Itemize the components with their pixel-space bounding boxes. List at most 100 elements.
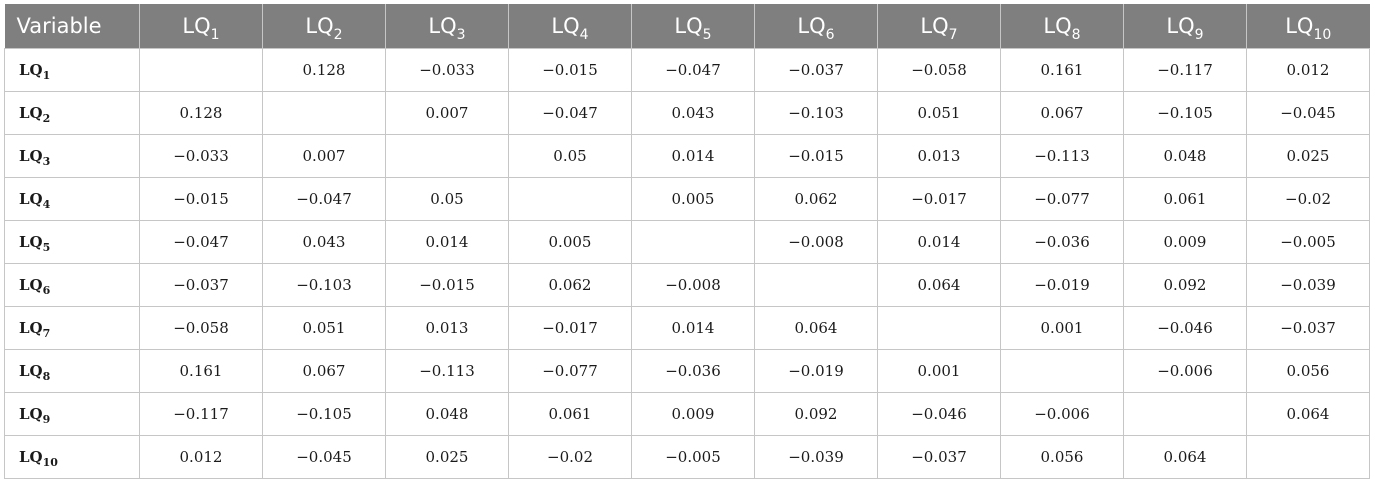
table-cell: 0.005 <box>631 177 755 221</box>
table-cell: −0.036 <box>631 349 755 393</box>
table-cell: −0.039 <box>1246 263 1370 307</box>
table-cell: 0.025 <box>385 435 509 479</box>
row-header-lq6: LQ6 <box>4 263 140 307</box>
table-cell <box>262 91 386 135</box>
row-label-subscript: 3 <box>42 155 51 168</box>
table-cell <box>139 48 263 92</box>
table-cell: 0.005 <box>508 220 632 264</box>
table-cell: 0.048 <box>385 392 509 436</box>
table-cell: 0.064 <box>1246 392 1370 436</box>
table-row: LQ4 −0.015 −0.047 0.05 0.005 0.062 −0.017 −0.07… <box>4 177 1370 221</box>
table-cell: 0.014 <box>631 134 755 178</box>
header-row: Variable LQ1 LQ2 LQ3 LQ4 LQ5 LQ6 LQ7 LQ8 LQ9 LQ10 <box>4 4 1370 49</box>
header-cell-lq7: LQ7 <box>877 4 1001 49</box>
row-label-prefix: LQ <box>19 147 43 165</box>
table-cell: 0.007 <box>385 91 509 135</box>
table-cell: 0.001 <box>877 349 1001 393</box>
header-label-prefix: LQ <box>1043 14 1072 38</box>
header-label-subscript: 1 <box>210 27 220 43</box>
header-label-prefix: LQ <box>920 14 949 38</box>
table-row: LQ9 −0.117 −0.105 0.048 0.061 0.009 0.092 −0.04… <box>4 392 1370 436</box>
table-cell: −0.015 <box>385 263 509 307</box>
header-cell-lq1: LQ1 <box>139 4 263 49</box>
table-body: LQ1 0.128 −0.033 −0.015 −0.047 −0.037 −0.058 0.… <box>4 48 1370 479</box>
table-cell: 0.014 <box>877 220 1001 264</box>
header-cell-lq3: LQ3 <box>385 4 509 49</box>
table-cell: 0.092 <box>1123 263 1247 307</box>
row-label-prefix: LQ <box>19 448 43 466</box>
row-label-prefix: LQ <box>19 104 43 122</box>
table-cell: −0.077 <box>1000 177 1124 221</box>
table-cell <box>508 177 632 221</box>
header-label-subscript: 3 <box>456 27 466 43</box>
table-cell: −0.006 <box>1123 349 1247 393</box>
row-label-prefix: LQ <box>19 362 43 380</box>
row-label-subscript: 7 <box>42 327 51 340</box>
table-cell: −0.047 <box>631 48 755 92</box>
header-label-subscript: 2 <box>333 27 343 43</box>
header-label-subscript: 5 <box>702 27 712 43</box>
table-cell: −0.046 <box>1123 306 1247 350</box>
table-cell: 0.007 <box>262 134 386 178</box>
table-cell: 0.064 <box>754 306 878 350</box>
row-label-prefix: LQ <box>19 319 43 337</box>
table-cell <box>1246 435 1370 479</box>
table-cell: −0.037 <box>877 435 1001 479</box>
table-cell: 0.05 <box>508 134 632 178</box>
row-header-lq1: LQ1 <box>4 48 140 92</box>
table-cell: −0.046 <box>877 392 1001 436</box>
table-cell <box>385 134 509 178</box>
table-cell: −0.045 <box>1246 91 1370 135</box>
table-cell: 0.043 <box>262 220 386 264</box>
row-label-subscript: 5 <box>42 241 51 254</box>
row-label-prefix: LQ <box>19 190 43 208</box>
table-cell: −0.017 <box>877 177 1001 221</box>
table-cell: 0.012 <box>1246 48 1370 92</box>
table-cell: −0.117 <box>1123 48 1247 92</box>
table-cell: −0.103 <box>754 91 878 135</box>
table-cell: 0.051 <box>877 91 1001 135</box>
table-cell: −0.019 <box>1000 263 1124 307</box>
table-cell: −0.036 <box>1000 220 1124 264</box>
table-cell: −0.105 <box>262 392 386 436</box>
table-cell: −0.015 <box>139 177 263 221</box>
header-cell-lq2: LQ2 <box>262 4 386 49</box>
table-cell: −0.02 <box>1246 177 1370 221</box>
table-cell: −0.017 <box>508 306 632 350</box>
row-header-lq8: LQ8 <box>4 349 140 393</box>
row-label-subscript: 4 <box>42 198 51 211</box>
header-label-subscript: 9 <box>1194 27 1204 43</box>
row-label-prefix: LQ <box>19 233 43 251</box>
table-cell: −0.047 <box>262 177 386 221</box>
row-label-subscript: 10 <box>42 456 58 469</box>
header-label-prefix: LQ <box>551 14 580 38</box>
header-label-subscript: 4 <box>579 27 589 43</box>
table-cell: 0.064 <box>1123 435 1247 479</box>
table-cell: −0.019 <box>754 349 878 393</box>
table-cell: 0.013 <box>877 134 1001 178</box>
table-cell: −0.008 <box>754 220 878 264</box>
row-label-subscript: 1 <box>42 69 51 82</box>
table-cell: −0.105 <box>1123 91 1247 135</box>
row-label-prefix: LQ <box>19 276 43 294</box>
table-cell: −0.058 <box>877 48 1001 92</box>
row-label-subscript: 9 <box>42 413 51 426</box>
table-cell: −0.02 <box>508 435 632 479</box>
table-cell <box>877 306 1001 350</box>
table-cell: −0.033 <box>139 134 263 178</box>
table-row: LQ7 −0.058 0.051 0.013 −0.017 0.014 0.064 0.001… <box>4 306 1370 350</box>
table-cell: −0.005 <box>1246 220 1370 264</box>
table-cell: 0.128 <box>262 48 386 92</box>
table-cell: −0.037 <box>139 263 263 307</box>
table-cell: −0.008 <box>631 263 755 307</box>
table-cell: −0.015 <box>754 134 878 178</box>
table-cell <box>1123 392 1247 436</box>
row-header-lq5: LQ5 <box>4 220 140 264</box>
table-cell: 0.009 <box>1123 220 1247 264</box>
table-cell: −0.103 <box>262 263 386 307</box>
row-header-lq10: LQ10 <box>4 435 140 479</box>
header-label-subscript: 7 <box>948 27 958 43</box>
table-cell: −0.015 <box>508 48 632 92</box>
header-label-subscript: 10 <box>1313 27 1332 43</box>
table-row: LQ1 0.128 −0.033 −0.015 −0.047 −0.037 −0.058 0.… <box>4 48 1370 92</box>
